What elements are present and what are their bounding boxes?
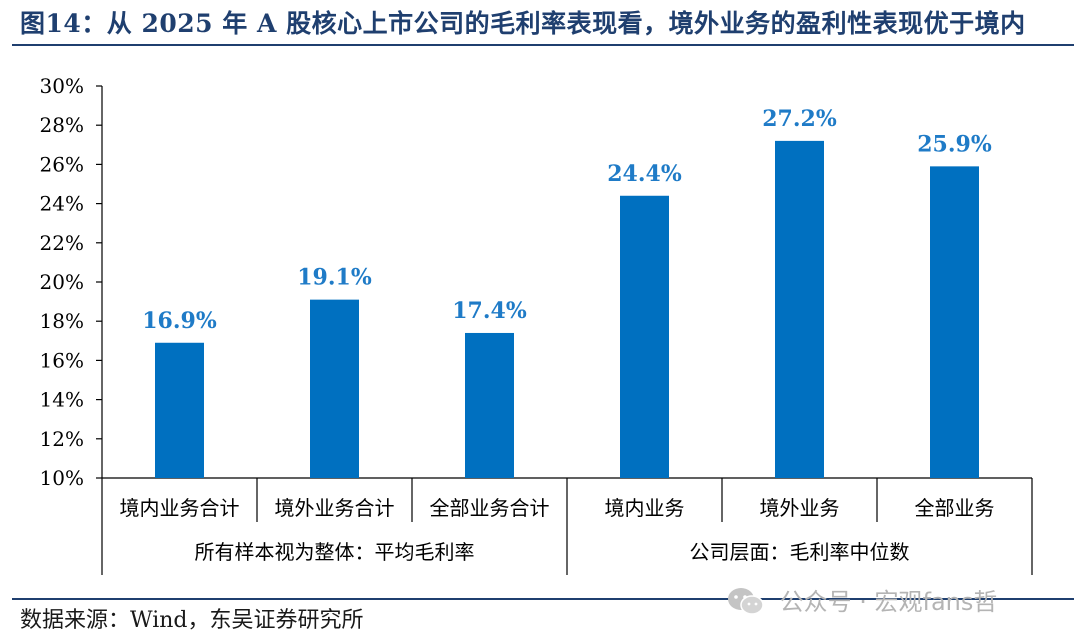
y-tick-label: 20% [40, 270, 84, 294]
group-label: 所有样本视为整体：平均毛利率 [195, 540, 475, 564]
figure-title: 图14：从 2025 年 A 股核心上市公司的毛利率表现看，境外业务的盈利性表现… [20, 9, 1026, 38]
bar [620, 195, 669, 478]
source-note: 数据来源：Wind，东吴证券研究所 [20, 608, 364, 633]
group-label: 公司层面：毛利率中位数 [690, 540, 910, 564]
bar [930, 166, 979, 479]
watermark: 公众号 · 宏观fans哲 [726, 581, 997, 621]
y-tick-label: 10% [40, 466, 84, 490]
y-tick-label: 24% [40, 192, 84, 216]
y-tick-label: 22% [40, 231, 84, 255]
y-tick-label: 30% [40, 74, 84, 98]
title-divider [12, 44, 1074, 46]
y-tick-label: 16% [40, 348, 84, 372]
bar [310, 299, 359, 478]
category-label: 境外业务 [760, 496, 840, 520]
category-label: 全部业务合计 [430, 496, 550, 520]
category-label: 境内业务 [605, 496, 685, 520]
wechat-icon [728, 588, 764, 615]
y-tick-label: 14% [40, 388, 84, 412]
bar [775, 140, 824, 478]
category-label: 全部业务 [915, 496, 995, 520]
category-label: 境内业务合计 [120, 496, 240, 520]
y-tick-label: 12% [40, 427, 84, 451]
bar [465, 332, 514, 478]
data-label: 27.2% [762, 106, 837, 132]
bar-chart: 30% 28% 26% 24% 22% 20% 18% 16% 14% 12% 10% 16.9% 境内… [40, 74, 1033, 575]
category-label: 境外业务合计 [275, 496, 395, 520]
data-label: 17.4% [452, 298, 527, 324]
data-label: 25.9% [917, 131, 992, 157]
data-label: 16.9% [142, 308, 217, 334]
y-tick-label: 28% [40, 113, 84, 137]
data-label: 19.1% [297, 265, 372, 291]
source-divider [12, 598, 1074, 600]
bar [155, 342, 204, 478]
data-label: 24.4% [607, 161, 682, 187]
y-tick-label: 18% [40, 309, 84, 333]
watermark-text: 公众号 · 宏观fans哲 [779, 588, 998, 616]
y-tick-label: 26% [40, 152, 84, 176]
